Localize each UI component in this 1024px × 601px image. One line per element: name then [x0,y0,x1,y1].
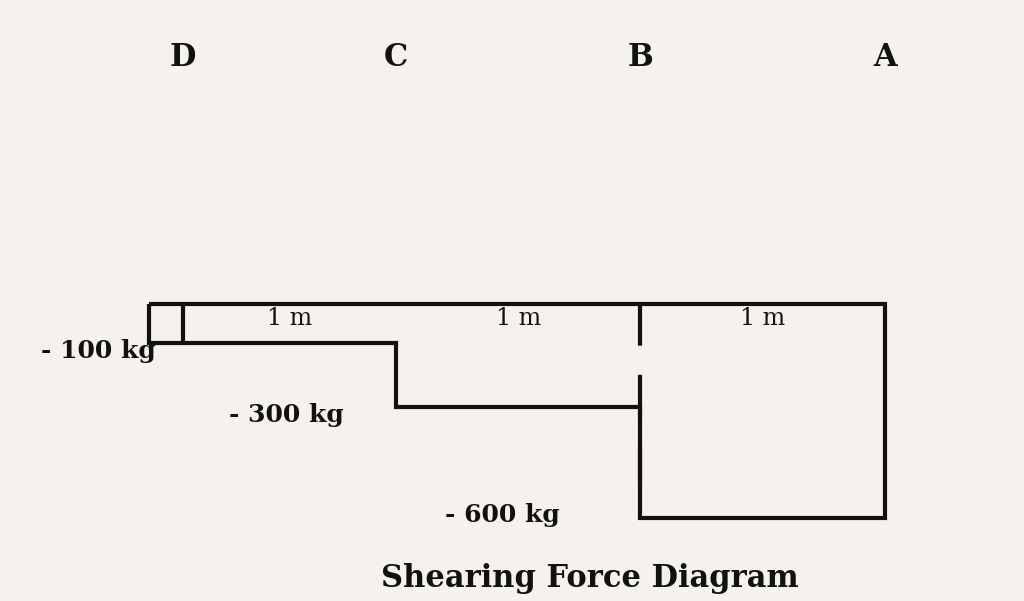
Text: - 300 kg: - 300 kg [229,403,344,427]
Text: 1 m: 1 m [496,308,541,331]
Text: 1 m: 1 m [740,308,785,331]
Text: - 100 kg: - 100 kg [41,339,156,363]
Text: A: A [873,41,897,73]
Text: C: C [384,41,408,73]
Text: B: B [628,41,653,73]
Text: Shearing Force Diagram: Shearing Force Diagram [382,563,799,594]
Text: 1 m: 1 m [266,308,312,331]
Text: - 600 kg: - 600 kg [444,503,559,527]
Text: D: D [170,41,196,73]
